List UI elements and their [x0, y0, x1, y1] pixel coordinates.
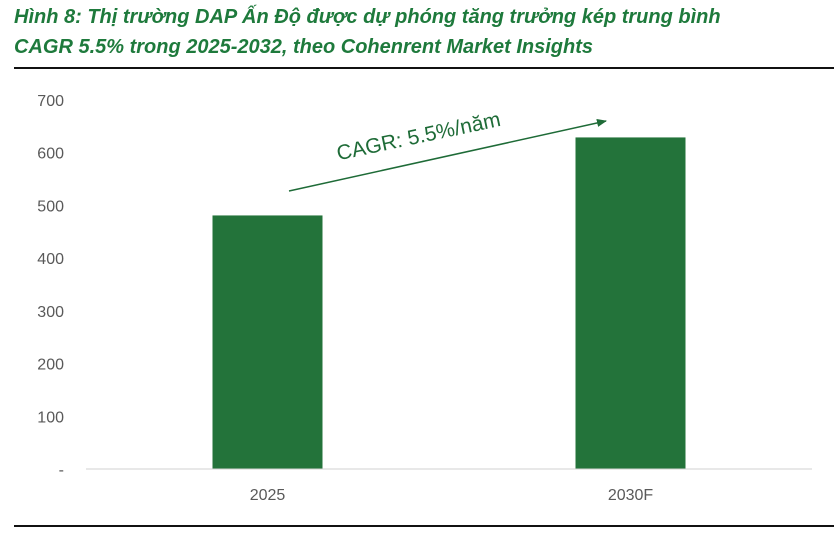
y-tick-label: 500 — [37, 198, 64, 215]
y-tick-label: - — [59, 462, 64, 479]
cagr-arrow — [288, 119, 607, 192]
y-axis: - 100 200 300 400 500 600 700 — [37, 93, 64, 479]
chart-title-line-1: Hình 8: Thị trường DAP Ấn Độ được dự phó… — [14, 6, 721, 28]
y-tick-label: 700 — [37, 93, 64, 110]
bars — [212, 137, 686, 470]
chart-title: Hình 8: Thị trường DAP Ấn Độ được dự phó… — [14, 2, 834, 62]
y-tick-label: 200 — [37, 357, 64, 374]
y-tick-label: 600 — [37, 146, 64, 163]
x-axis: 2025 2030F — [250, 487, 654, 504]
bar-2025 — [212, 215, 323, 469]
top-divider — [14, 67, 834, 69]
x-tick-label: 2025 — [250, 487, 286, 504]
bar-2030f — [575, 137, 686, 470]
y-tick-label: 100 — [37, 409, 64, 426]
y-tick-label: 300 — [37, 304, 64, 321]
cagr-annotation: CAGR: 5.5%/năm — [335, 108, 503, 165]
y-tick-label: 400 — [37, 251, 64, 268]
x-tick-label: 2030F — [608, 487, 654, 504]
bottom-divider — [14, 525, 834, 527]
chart-title-line-2: CAGR 5.5% trong 2025-2032, theo Cohenren… — [14, 36, 594, 58]
